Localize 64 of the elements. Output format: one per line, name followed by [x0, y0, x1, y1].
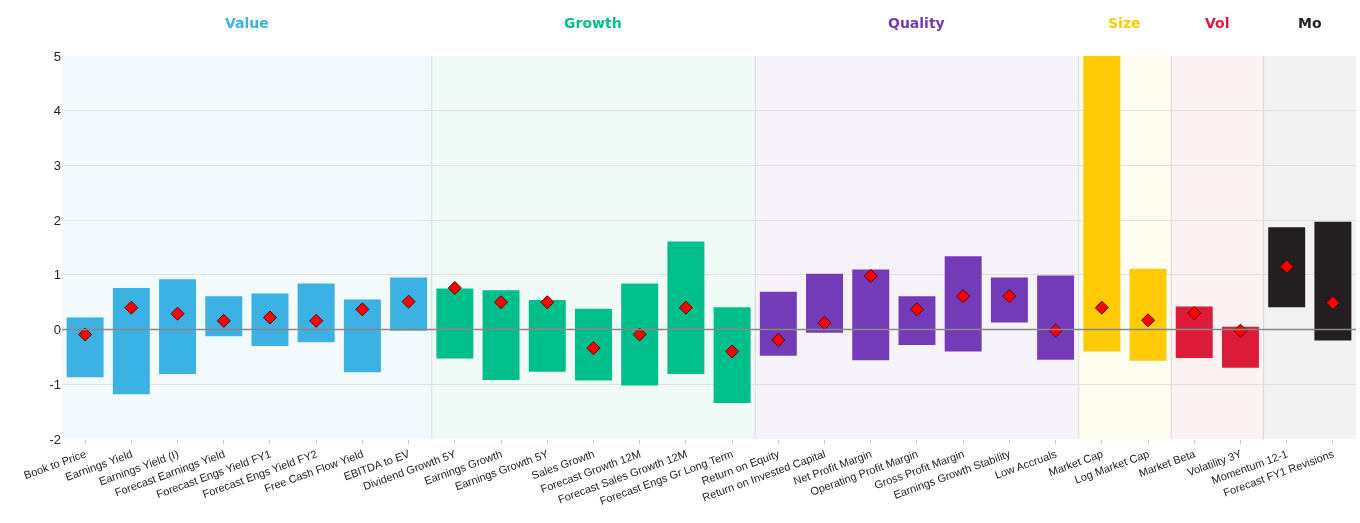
point [725, 344, 740, 359]
bar [436, 288, 474, 359]
bar [1129, 268, 1167, 361]
point [1233, 323, 1248, 338]
band-label: Quality [888, 15, 945, 31]
band-label: Vol [1205, 15, 1230, 31]
bar [990, 277, 1028, 323]
bar [1314, 221, 1352, 341]
y-tick-label: 2 [53, 212, 61, 228]
band-label: Mo [1298, 15, 1322, 31]
y-tick-label: 4 [53, 103, 61, 119]
point [678, 300, 693, 315]
bar [759, 291, 797, 356]
bar [667, 241, 705, 374]
point [632, 327, 647, 342]
point [1279, 259, 1294, 274]
point [170, 306, 185, 321]
band-label: Growth [564, 15, 622, 31]
point [540, 295, 555, 310]
y-tick-label: -2 [49, 431, 61, 447]
point [1325, 295, 1340, 310]
point [1141, 313, 1156, 328]
bar [205, 296, 243, 337]
point [124, 300, 139, 315]
point [447, 280, 462, 295]
band-label: Value [225, 15, 269, 31]
point [355, 302, 370, 317]
bar [528, 300, 566, 372]
point [863, 268, 878, 283]
point [817, 316, 832, 331]
bar [852, 269, 890, 361]
bar [713, 307, 751, 403]
bar [898, 296, 936, 345]
bar [806, 273, 844, 333]
y-tick-label: -1 [49, 376, 61, 392]
bar [1175, 306, 1213, 359]
point [1048, 323, 1063, 338]
bar [390, 277, 428, 331]
bar [112, 287, 150, 395]
point [1094, 300, 1109, 315]
bar [621, 283, 659, 386]
y-tick-label: 0 [53, 322, 61, 338]
bar [1221, 326, 1259, 368]
point [771, 332, 786, 347]
band-label: Size [1108, 15, 1141, 31]
bar [343, 299, 381, 373]
bar [1268, 227, 1306, 308]
bar [297, 283, 335, 343]
point [1187, 306, 1202, 321]
bar [251, 293, 289, 346]
y-tick-label: 1 [53, 267, 61, 283]
bar [159, 279, 197, 374]
point [956, 289, 971, 304]
bar [574, 308, 612, 381]
y-tick-label: 3 [53, 157, 61, 173]
bar [1037, 275, 1075, 360]
point [909, 302, 924, 317]
bar [944, 256, 982, 352]
bar [482, 290, 520, 380]
point [78, 327, 93, 342]
point [586, 341, 601, 356]
bar [66, 317, 104, 378]
y-tick-label: 5 [53, 48, 61, 64]
point [494, 295, 509, 310]
